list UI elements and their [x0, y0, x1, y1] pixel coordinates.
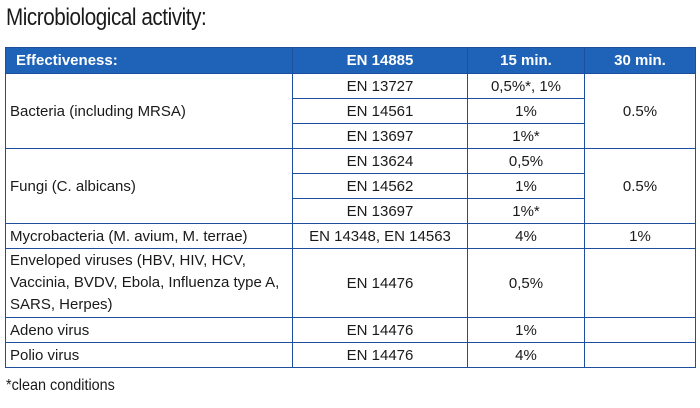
value-15-cell: 4%	[467, 342, 585, 368]
table-row: Adeno virus EN 14476 1%	[5, 317, 696, 343]
table-header-row: Effectiveness: EN 14885 15 min. 30 min.	[5, 47, 696, 74]
value-30-cell: 0.5%	[584, 73, 696, 149]
table-row: Bacteria (including MRSA) EN 13727 0,5%*…	[5, 73, 696, 149]
table-row: Fungi (C. albicans) EN 13624 0,5% 0.5%	[5, 148, 696, 224]
standard-cell: EN 14561	[292, 98, 468, 124]
table-row: EN 13697 1%*	[6, 123, 696, 149]
table-row: Polio virus EN 14476 4%	[5, 342, 696, 368]
value-30-cell	[584, 317, 696, 343]
row-label-mycrobacteria: Mycrobacteria (M. avium, M. terrae)	[5, 223, 293, 249]
value-15-cell: 1%*	[467, 123, 585, 149]
value-15-cell: 0,5%*, 1%	[467, 73, 585, 99]
value-30-cell: 0.5%	[584, 148, 696, 224]
page-title: Microbiological activity:	[6, 4, 207, 31]
standard-cell: EN 14348, EN 14563	[292, 223, 468, 249]
table-row: EN 14562 1%	[6, 173, 696, 199]
value-15-cell: 4%	[467, 223, 585, 249]
table-row: Enveloped viruses (HBV, HIV, HCV, Vaccin…	[5, 248, 696, 318]
header-30-min: 30 min.	[584, 47, 696, 74]
footnote: *clean conditions	[6, 377, 115, 394]
activity-table: Effectiveness: EN 14885 15 min. 30 min. …	[5, 47, 696, 368]
value-15-cell: 1%	[467, 317, 585, 343]
header-effectiveness: Effectiveness:	[5, 47, 293, 74]
standard-cell: EN 14476	[292, 317, 468, 343]
value-15-cell: 1%	[467, 173, 585, 199]
standard-cell: EN 13697	[292, 198, 468, 224]
value-30-cell: 1%	[584, 223, 696, 249]
standard-cell: EN 13697	[292, 123, 468, 149]
value-15-cell: 0,5%	[467, 248, 585, 318]
value-30-cell	[584, 342, 696, 368]
value-15-cell: 1%	[467, 98, 585, 124]
value-15-cell: 1%*	[467, 198, 585, 224]
standard-cell: EN 14476	[292, 248, 468, 318]
standard-cell: EN 13624	[292, 148, 468, 174]
header-15-min: 15 min.	[467, 47, 585, 74]
table-row: EN 14561 1%	[6, 98, 696, 124]
standard-cell: EN 13727	[292, 73, 468, 99]
table-row: Mycrobacteria (M. avium, M. terrae) EN 1…	[5, 223, 696, 249]
standard-cell: EN 14476	[292, 342, 468, 368]
row-label-adeno-virus: Adeno virus	[5, 317, 293, 343]
row-label-enveloped-viruses: Enveloped viruses (HBV, HIV, HCV, Vaccin…	[5, 248, 293, 318]
value-30-cell	[584, 248, 696, 318]
standard-cell: EN 14562	[292, 173, 468, 199]
header-standard: EN 14885	[292, 47, 468, 74]
value-15-cell: 0,5%	[467, 148, 585, 174]
row-label-fungi: Fungi (C. albicans)	[5, 148, 293, 224]
row-label-bacteria: Bacteria (including MRSA)	[5, 73, 293, 149]
row-label-polio-virus: Polio virus	[5, 342, 293, 368]
table-row: EN 13697 1%*	[6, 198, 696, 224]
